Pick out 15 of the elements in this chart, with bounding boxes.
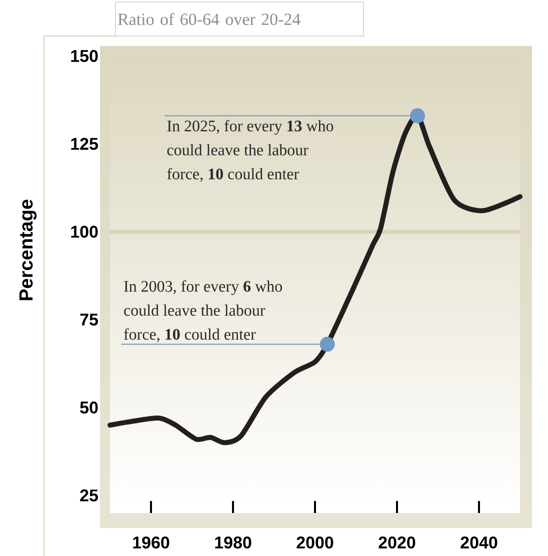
- y-axis-title: Percentage: [19, 200, 37, 300]
- y-tick-label: 25: [80, 489, 98, 502]
- y-tick-label: 75: [80, 314, 98, 326]
- y-tick-label: 100: [71, 226, 98, 238]
- x-tick-label: 2000: [296, 536, 334, 549]
- chart-title: Ratio of 60-64 over 20-24: [118, 12, 300, 26]
- y-tick-label: 150: [71, 50, 98, 62]
- x-tick-label: 1980: [215, 536, 252, 549]
- annotation: In 2025, for every 13 who could leave the labour force, 10 could enter: [167, 120, 334, 182]
- y-tick-label: 50: [80, 402, 98, 414]
- x-tick-label: 2040: [460, 536, 498, 549]
- x-tick-label: 2020: [378, 536, 416, 549]
- y-tick-label: 125: [71, 138, 98, 150]
- annotation: In 2003, for every 6 who could leave the labour force, 10 could enter: [124, 280, 282, 342]
- x-tick-label: 1960: [133, 536, 170, 549]
